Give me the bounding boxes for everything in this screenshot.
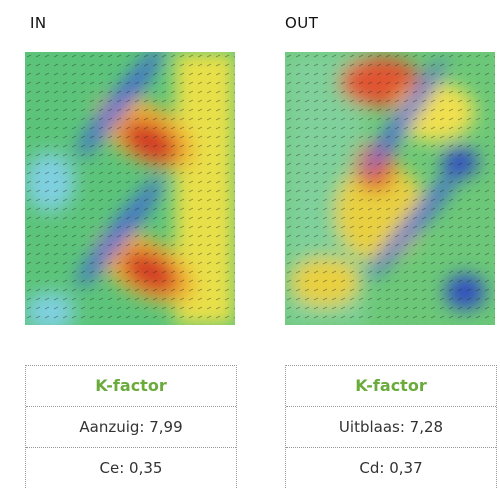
table-row: Uitblaas: 7,28 <box>286 407 496 448</box>
k-factor-table: K-factor Uitblaas: 7,28 Cd: 0,37 <box>285 365 497 488</box>
table-row: Ce: 0,35 <box>99 459 163 477</box>
table-header: K-factor <box>26 366 236 407</box>
panel-label: OUT <box>285 14 319 32</box>
table-row: Aanzuig: 7,99 <box>26 407 236 448</box>
flow-image <box>25 52 235 325</box>
table-row: Cd: 0,37 <box>359 459 423 477</box>
table-header: K-factor <box>286 366 496 407</box>
panel-label: IN <box>30 14 47 32</box>
flow-image <box>285 52 495 325</box>
k-factor-table: K-factor Aanzuig: 7,99 Ce: 0,35 <box>25 365 237 488</box>
